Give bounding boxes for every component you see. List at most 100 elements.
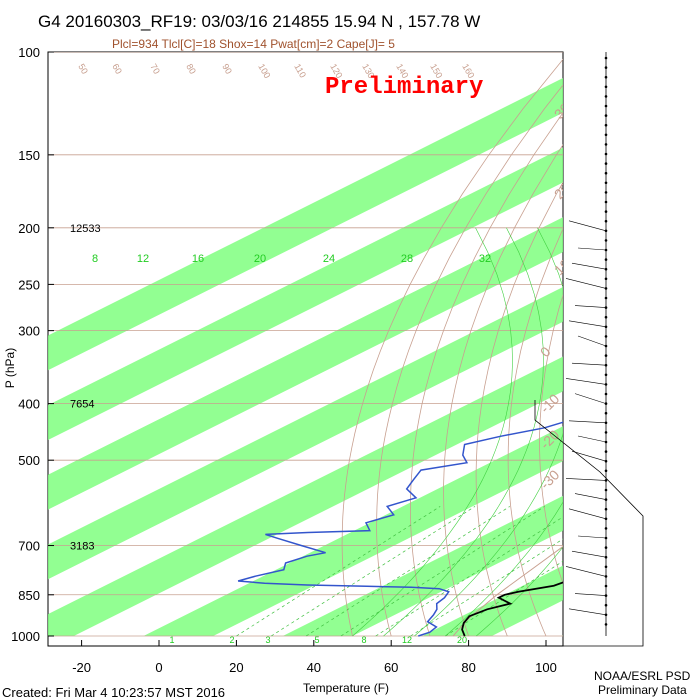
wind-marker xyxy=(604,219,608,223)
isotherm-band xyxy=(48,286,563,580)
wind-marker xyxy=(604,171,608,175)
dry-adiabat-line xyxy=(601,52,700,636)
dry-adiabat-line xyxy=(376,84,563,637)
mixing-ratio-line xyxy=(445,560,563,637)
isotherm-band xyxy=(422,565,563,636)
wind-barb xyxy=(577,247,607,251)
y-tick-label: 300 xyxy=(18,324,40,339)
moist-adiabat-line xyxy=(476,546,563,637)
dry-adiabat-line xyxy=(660,52,700,636)
wind-profile-panel xyxy=(534,52,644,647)
preliminary-watermark: Preliminary xyxy=(325,74,483,101)
credit-line-1: NOAA/ESRL PSD xyxy=(594,669,691,683)
mixing-ratio-line xyxy=(305,506,510,637)
wind-marker xyxy=(604,104,608,108)
y-tick-label: 1000 xyxy=(11,629,40,644)
mixing-ratio-label: 32 xyxy=(479,253,491,265)
mixing-ratio-line xyxy=(410,538,563,637)
mixing-ratio-bottom-label: 2 xyxy=(229,635,234,645)
wind-barb xyxy=(568,320,607,328)
mixing-ratio-bottom-label: 5 xyxy=(314,635,319,645)
wind-barb xyxy=(571,450,607,462)
x-tick-label: -20 xyxy=(72,660,91,675)
mixing-ratio-bottom-label: 12 xyxy=(402,635,412,645)
wind-marker xyxy=(604,507,608,511)
isotherm-band xyxy=(48,147,563,440)
wind-barb xyxy=(571,362,607,366)
moist-adiabats xyxy=(352,227,563,637)
credit-line-2: Preliminary Data xyxy=(598,683,687,697)
wind-marker xyxy=(604,315,608,319)
isobar-lines xyxy=(48,52,563,637)
dry-adiabat-label: 60 xyxy=(110,62,124,76)
parcel-path xyxy=(452,545,563,637)
x-tick-label: 100 xyxy=(535,660,557,675)
y-tick-label: 700 xyxy=(18,539,40,554)
isotherm-bands xyxy=(48,77,563,636)
mixing-ratio-label: 8 xyxy=(92,253,98,265)
moist-adiabat-line xyxy=(445,501,563,637)
wind-marker xyxy=(604,143,608,146)
height-label: 12533 xyxy=(70,223,101,235)
wind-barb xyxy=(574,493,607,500)
wind-marker xyxy=(604,287,608,290)
dry-adiabat-line xyxy=(341,58,563,637)
created-footer: Created: Fri Mar 4 10:23:57 MST 2016 xyxy=(2,685,225,700)
wind-marker xyxy=(604,123,608,127)
wind-marker xyxy=(604,402,608,405)
wind-marker xyxy=(604,258,608,261)
wind-barb xyxy=(568,420,607,424)
wind-marker xyxy=(604,95,608,98)
wind-marker xyxy=(604,603,608,607)
wind-barb xyxy=(565,278,607,289)
wind-marker xyxy=(604,450,608,453)
wind-marker xyxy=(604,306,608,309)
x-tick-label: 80 xyxy=(461,660,475,675)
mixing-ratio-label: 24 xyxy=(323,253,335,265)
isotherm-band xyxy=(561,635,563,636)
wind-barb xyxy=(568,508,607,520)
x-tick-label: 0 xyxy=(155,660,162,675)
wind-marker xyxy=(604,335,608,338)
wind-marker xyxy=(604,114,608,117)
wind-barb xyxy=(574,393,607,404)
wind-barb xyxy=(577,535,607,539)
wind-barb xyxy=(574,593,607,596)
wind-marker xyxy=(604,584,608,588)
wind-marker xyxy=(604,85,608,89)
isotherm-band xyxy=(282,495,563,636)
wind-marker xyxy=(604,431,608,434)
wind-marker xyxy=(604,565,608,569)
wind-marker xyxy=(604,479,608,482)
dry-adiabat-label: 80 xyxy=(184,62,198,76)
mixing-ratio-line xyxy=(271,506,476,637)
mixing-ratio-label: 28 xyxy=(401,253,413,265)
wind-outline xyxy=(534,400,644,647)
mixing-ratio-bottom-label: 20 xyxy=(457,635,467,645)
mixing-ratio-label: 20 xyxy=(254,253,266,265)
wind-marker xyxy=(604,200,608,204)
wind-marker xyxy=(604,56,608,60)
wind-marker xyxy=(604,354,608,357)
height-label: 7654 xyxy=(70,399,94,411)
dry-adiabat-line xyxy=(631,52,700,636)
x-axis-title: Temperature (F) xyxy=(303,681,389,695)
wind-marker xyxy=(604,210,608,213)
wind-barb xyxy=(565,478,607,481)
wind-marker xyxy=(604,277,608,281)
moist-adiabat-line xyxy=(352,227,513,637)
mixing-ratio-bottom-label: 1 xyxy=(169,635,174,645)
mixing-ratio-line xyxy=(375,516,563,637)
mixing-ratio-line xyxy=(340,506,545,637)
wind-marker xyxy=(604,181,608,185)
moist-adiabat-line xyxy=(414,227,563,637)
wind-marker xyxy=(604,239,608,242)
mixing-ratio-label: 16 xyxy=(192,253,204,265)
wind-marker xyxy=(604,411,608,415)
mixing-ratio-bottom-label: 8 xyxy=(361,635,366,645)
height-label: 3183 xyxy=(70,541,94,553)
wind-marker xyxy=(604,488,608,492)
